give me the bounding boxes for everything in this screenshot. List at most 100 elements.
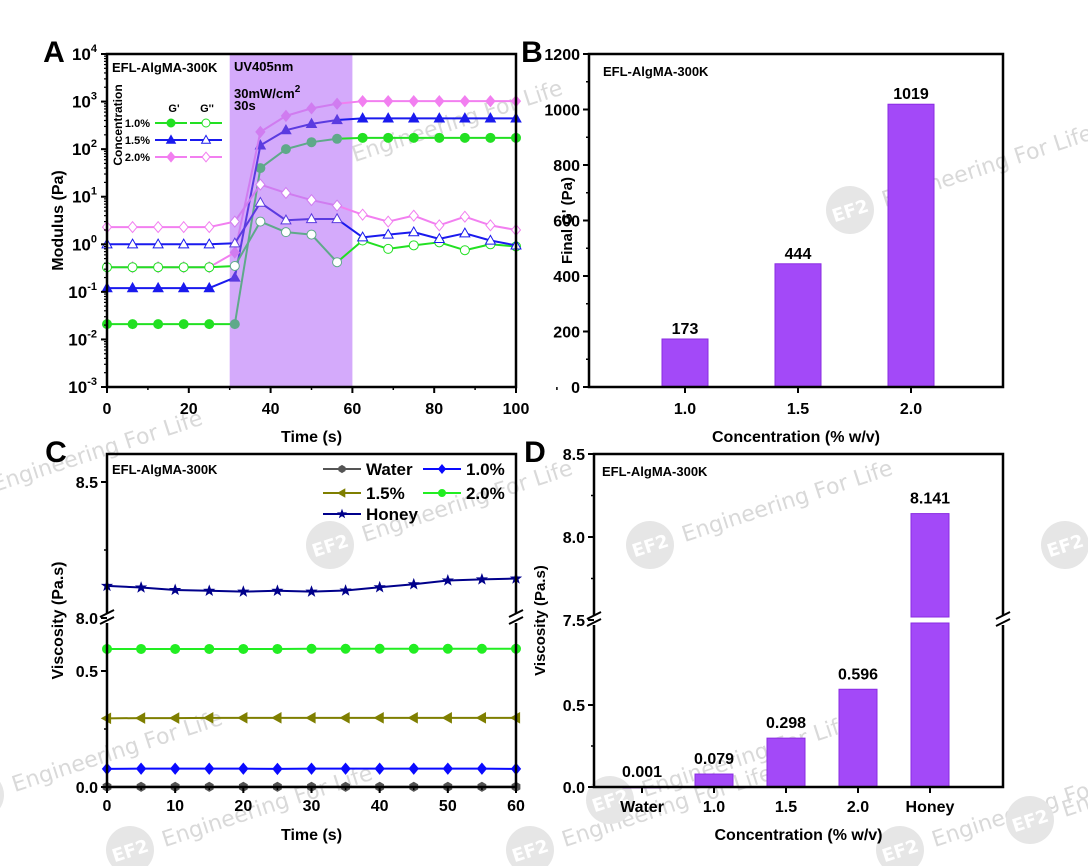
data-point xyxy=(238,643,249,654)
series-segment xyxy=(259,148,287,169)
watermark-logo-icon xyxy=(506,826,554,866)
data-point xyxy=(127,262,138,273)
legend: Water 1.0% 1.5% 2.0% Honey xyxy=(323,460,505,524)
data-point xyxy=(408,240,419,251)
x-axis-title: Time (s) xyxy=(281,827,342,844)
panel-a-modulus-chart: 10-3 10-2 10-1 100 101 102 103 104 0 20 40 60 80 100 T… xyxy=(43,36,558,446)
x-tick-label: Water xyxy=(620,799,664,816)
legend-marker xyxy=(201,151,211,163)
data-point xyxy=(408,762,419,775)
data-point xyxy=(272,643,283,654)
axis-break-mark xyxy=(99,609,115,618)
data-point xyxy=(331,97,343,110)
series-segment xyxy=(362,213,389,223)
uv-wavelength-label: UV405nm xyxy=(234,59,293,74)
data-point xyxy=(407,577,420,590)
data-point xyxy=(484,234,497,245)
panel-label: A xyxy=(43,36,65,69)
legend-marker xyxy=(165,134,177,144)
dataset-annotation: EFL-AlgMA-300K xyxy=(603,64,709,79)
legend-marker xyxy=(336,508,348,519)
x-axis-title: Concentration (% w/v) xyxy=(712,429,880,446)
series-segment xyxy=(233,167,262,325)
data-point xyxy=(305,712,316,724)
x-tick-label: 2.0 xyxy=(847,799,869,816)
legend-label: Water xyxy=(366,460,413,479)
legend-row-label: 1.5% xyxy=(125,135,150,147)
bar-value-label: 173 xyxy=(672,321,699,338)
series-segment xyxy=(464,215,491,227)
data-point xyxy=(204,262,215,273)
axis-break-mark xyxy=(99,616,115,625)
data-point xyxy=(255,125,266,139)
series-segment xyxy=(336,239,364,263)
data-point xyxy=(152,220,164,234)
data-point xyxy=(459,95,471,108)
data-point xyxy=(152,281,164,293)
bar xyxy=(774,263,822,388)
data-point xyxy=(485,219,496,232)
data-point xyxy=(280,124,292,135)
legend-label: 1.0% xyxy=(466,460,505,479)
data-point xyxy=(374,643,385,654)
x-tick-label: 1.5 xyxy=(787,401,809,418)
data-point xyxy=(382,112,394,123)
panel-label: B xyxy=(521,36,543,69)
bar-value-label: 0.596 xyxy=(838,666,878,683)
x-tick-label: 30 xyxy=(303,798,321,815)
legend-marker xyxy=(201,118,211,128)
legend-title: Concentration xyxy=(111,84,125,165)
series-segment xyxy=(336,204,363,216)
bar-value-label: 444 xyxy=(785,246,812,263)
data-point xyxy=(169,583,182,596)
x-tick-label: 60 xyxy=(507,798,525,815)
data-point xyxy=(178,220,189,234)
legend-marker xyxy=(166,118,176,128)
series-segment xyxy=(311,119,338,125)
data-point xyxy=(306,229,317,240)
x-tick-label: 50 xyxy=(439,798,457,815)
y-tick-label: 8.0 xyxy=(563,530,585,547)
y-axis-title: Viscosity (Pa.s) xyxy=(532,565,549,676)
data-point xyxy=(127,220,138,234)
data-point xyxy=(408,209,419,222)
data-point xyxy=(204,319,215,330)
data-point xyxy=(280,144,291,155)
series-segment xyxy=(388,231,414,236)
data-point xyxy=(272,762,283,776)
panel-d-viscosity-bar-chart: 0.001 Water 0.079 1.0 0.298 1.5 0.596 2.0 8.141 H… xyxy=(524,436,1011,844)
data-point xyxy=(127,319,138,330)
data-point xyxy=(441,574,454,586)
y-tick-label: 102 xyxy=(72,138,97,159)
watermark-logo-icon xyxy=(1041,521,1088,569)
data-point xyxy=(152,238,164,249)
series-2-0- xyxy=(102,643,521,654)
data-point xyxy=(373,580,386,593)
legend-row-label: 2.0% xyxy=(125,152,150,164)
axis-break-mark xyxy=(995,611,1011,620)
series-segment xyxy=(285,218,312,222)
x-axis-title: Concentration (% w/v) xyxy=(714,827,882,844)
legend-marker xyxy=(438,489,446,497)
axis-break-mark xyxy=(995,618,1011,627)
data-point xyxy=(459,245,470,256)
data-point xyxy=(306,643,317,654)
data-point xyxy=(255,216,266,227)
series-segment xyxy=(438,215,466,227)
data-point xyxy=(134,712,146,724)
series-segment xyxy=(233,145,262,278)
data-point xyxy=(476,762,488,775)
series-segment xyxy=(362,233,389,239)
series-segment xyxy=(490,239,517,247)
axis-break-mark xyxy=(586,618,602,627)
watermark-logo-icon xyxy=(876,826,924,866)
data-point xyxy=(357,132,368,143)
bar xyxy=(838,688,878,788)
bar-value-label: 1019 xyxy=(893,86,929,103)
y-tick-label: 0.5 xyxy=(563,698,585,715)
data-point xyxy=(203,281,216,293)
data-point xyxy=(153,262,164,273)
data-point xyxy=(340,762,351,775)
data-point xyxy=(306,102,317,115)
